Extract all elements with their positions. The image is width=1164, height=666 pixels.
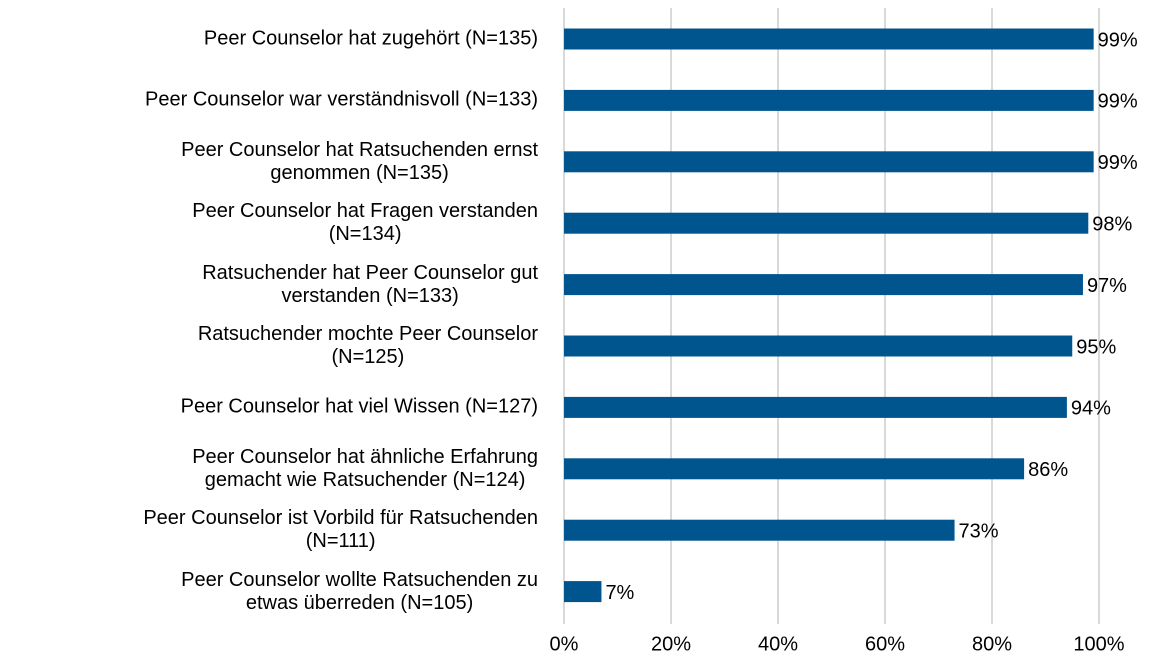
x-tick-label: 0%	[550, 633, 579, 655]
y-tick-label: Peer Counselor hat Ratsuchenden ernst ge…	[181, 138, 538, 184]
data-label: 97%	[1087, 275, 1127, 297]
bar	[564, 519, 955, 541]
data-label: 73%	[959, 520, 999, 542]
bar	[564, 89, 1094, 111]
data-label: 94%	[1071, 398, 1111, 420]
data-label: 98%	[1092, 213, 1132, 235]
bar	[564, 581, 602, 603]
data-label: 99%	[1098, 29, 1138, 51]
x-tick-label: 40%	[758, 633, 798, 655]
data-label: 99%	[1098, 152, 1138, 174]
bar	[564, 212, 1089, 234]
x-tick-label: 20%	[651, 633, 691, 655]
bar	[564, 151, 1094, 173]
y-tick-label: Peer Counselor ist Vorbild für Ratsuchen…	[143, 507, 538, 553]
bar	[564, 396, 1067, 418]
bar	[564, 335, 1073, 357]
bar	[564, 274, 1083, 296]
y-tick-label: Peer Counselor wollte Ratsuchenden zu et…	[181, 568, 538, 614]
data-label: 99%	[1098, 91, 1138, 113]
x-tick-label: 80%	[972, 633, 1012, 655]
y-tick-label: Peer Counselor war verständnisvoll (N=13…	[145, 88, 538, 111]
bar	[564, 28, 1094, 50]
y-tick-label: Peer Counselor hat ähnliche Erfahrung ge…	[192, 445, 538, 491]
y-tick-label: Ratsuchender hat Peer Counselor gut vers…	[202, 261, 538, 307]
y-tick-label: Peer Counselor hat viel Wissen (N=127)	[180, 395, 538, 418]
x-tick-label: 60%	[865, 633, 905, 655]
x-tick-label: 100%	[1073, 633, 1124, 655]
data-label: 7%	[605, 582, 634, 604]
y-tick-label: Peer Counselor hat Fragen verstanden (N=…	[192, 200, 538, 246]
bar	[564, 458, 1025, 480]
y-tick-label: Peer Counselor hat zugehört (N=135)	[203, 27, 538, 50]
data-label: 95%	[1076, 336, 1116, 358]
data-label: 86%	[1028, 459, 1068, 481]
y-tick-label: Ratsuchender mochte Peer Counselor (N=12…	[197, 323, 538, 368]
